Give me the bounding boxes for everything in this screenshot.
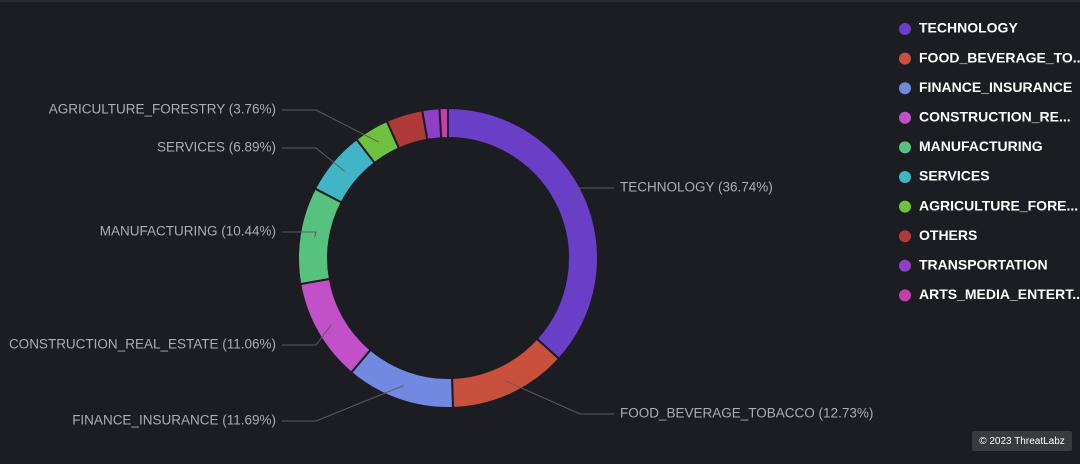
legend-swatch [899,171,911,183]
legend-label: TRANSPORTATION [919,257,1048,273]
leader-line [282,109,379,143]
legend-swatch [899,289,911,302]
legend-label: SERVICES [919,168,990,184]
slice-label: TECHNOLOGY (36.74%) [620,180,773,195]
slice-label: FINANCE_INSURANCE (11.69%) [72,413,276,428]
slice [349,348,455,409]
credit-box [972,431,1072,451]
leader-line [282,147,345,172]
slice-label: CONSTRUCTION_REAL_ESTATE (11.06%) [9,337,276,352]
leader-line [282,231,317,238]
legend-swatch [899,82,911,95]
legend-swatch [899,200,911,213]
legend-swatch [899,141,911,154]
slice-label: FOOD_BEVERAGE_TOBACCO (12.73%) [620,406,873,421]
leader-line [571,187,614,204]
legend-label: AGRICULTURE_FORE... [919,197,1078,213]
slice [447,106,599,361]
legend-swatch [899,259,911,272]
legend-label: OTHERS [919,227,977,243]
legend-label: FINANCE_INSURANCE [919,79,1072,95]
slice-label: AGRICULTURE_FORESTRY (3.76%) [49,102,276,117]
legend-label: MANUFACTURING [919,138,1043,154]
slice [438,106,449,140]
leader-line [282,325,332,346]
legend-label: FOOD_BEVERAGE_TO... [919,49,1080,65]
slice [299,277,372,375]
legend-swatch [899,52,911,65]
leader-line [504,380,614,415]
leader-line [282,385,404,422]
legend-label: ARTS_MEDIA_ENTERT... [919,286,1080,302]
legend-swatch [899,111,911,124]
slice-label: MANUFACTURING (10.44%) [100,224,276,239]
slice-label: SERVICES (6.89%) [157,140,276,155]
legend-swatch [899,23,911,35]
legend-label: TECHNOLOGY [919,20,1018,36]
slice [297,187,343,286]
legend-label: CONSTRUCTION_RE... [919,109,1071,125]
legend-swatch [899,230,911,243]
credit: © 2023 ThreatLabz [979,436,1065,447]
